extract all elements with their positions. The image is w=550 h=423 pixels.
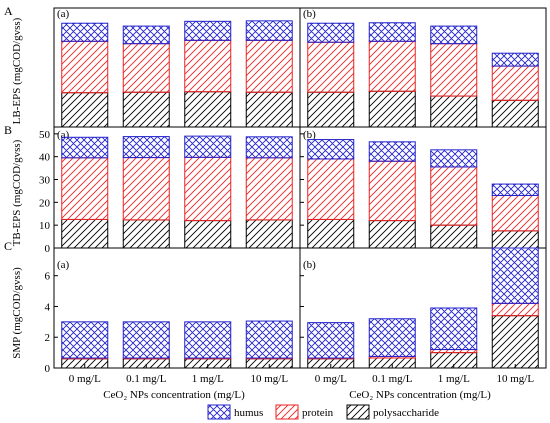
legend-swatch-polysaccharide — [346, 404, 370, 420]
bar-protein — [491, 302, 539, 317]
bar-humus — [491, 247, 539, 304]
bar-humus — [245, 20, 293, 41]
x-tick-label: 1 mg/L — [438, 373, 470, 385]
x-tick-label: 0 mg/L — [315, 373, 347, 385]
bar-humus — [61, 136, 109, 159]
bar-protein — [307, 158, 355, 220]
legend: humus protein polysaccharide — [207, 404, 439, 420]
bar-polysaccharide — [61, 218, 109, 249]
bar-humus — [184, 20, 232, 41]
x-tick-label: 10 mg/L — [250, 373, 288, 385]
panel-frame — [299, 247, 547, 369]
bar-humus — [184, 135, 232, 158]
bar-protein — [430, 166, 478, 226]
xlabel-right: CeO₂ NPs concentration (mg/L) — [349, 389, 491, 401]
bar-humus — [430, 149, 478, 168]
bar-humus — [491, 52, 539, 67]
ylabel-smp: SMP (mgCOD/gvss) — [11, 267, 23, 359]
y-tick-label: 2 — [45, 332, 51, 344]
bar-polysaccharide — [122, 91, 170, 128]
y-tick-label: 10 — [39, 220, 51, 232]
panel-label-a-left: (a) — [57, 8, 70, 20]
bar-protein — [245, 157, 293, 221]
bar-protein — [184, 39, 232, 93]
ylabel-tb-eps: TB-EPS (mgCOD/gvss) — [11, 139, 23, 246]
y-tick-label: 40 — [39, 152, 51, 164]
bar-humus — [245, 136, 293, 159]
bar-humus — [61, 321, 109, 359]
panel-label-c-left: (a) — [57, 259, 70, 271]
y-tick-label: 0 — [45, 243, 51, 255]
bar-polysaccharide — [491, 315, 539, 369]
bar-polysaccharide — [491, 99, 539, 128]
bar-humus — [491, 183, 539, 196]
bar-protein — [368, 160, 416, 222]
bar-polysaccharide — [368, 220, 416, 249]
x-tick-label: 0.1 mg/L — [372, 373, 413, 385]
bar-protein — [122, 43, 170, 93]
plot-area: 0 10 20 30 40 50 0 mg/L 0.1 mg/L 1 mg/L 10 mg/L 0 2… — [39, 7, 547, 385]
bar-polysaccharide — [430, 224, 478, 249]
bar-humus — [430, 307, 478, 351]
bar-polysaccharide — [307, 91, 355, 128]
bar-protein — [430, 43, 478, 97]
bar-humus — [122, 321, 170, 359]
bar-humus — [122, 136, 170, 159]
x-tick-label: 1 mg/L — [192, 373, 224, 385]
bar-protein — [184, 156, 232, 222]
x-tick-label: 10 mg/L — [496, 373, 534, 385]
bar-polysaccharide — [307, 218, 355, 249]
bar-humus — [368, 141, 416, 162]
bar-humus — [307, 22, 355, 43]
bar-polysaccharide — [368, 90, 416, 128]
bar-polysaccharide — [184, 220, 232, 249]
y-tick-label: 4 — [45, 301, 51, 313]
xlabel-left: CeO₂ NPs concentration (mg/L) — [103, 389, 245, 401]
bar-humus — [368, 318, 416, 357]
bar-protein — [122, 157, 170, 221]
bar-protein — [307, 41, 355, 93]
bar-humus — [307, 322, 355, 359]
legend-label-humus: humus — [234, 407, 263, 419]
x-tick-label: 0.1 mg/L — [126, 373, 167, 385]
legend-swatch-protein — [275, 404, 299, 420]
legend-label-polysaccharide: polysaccharide — [373, 407, 439, 419]
row-letter-c: C — [4, 239, 12, 253]
y-tick-label: 0 — [45, 363, 51, 375]
bar-humus — [61, 22, 109, 42]
bar-protein — [491, 194, 539, 232]
bar-protein — [491, 65, 539, 101]
legend-swatch-humus — [207, 404, 231, 420]
panel-label-a-right: (b) — [303, 8, 316, 20]
bar-protein — [61, 157, 109, 220]
panel-label-b-right: (b) — [303, 129, 316, 141]
legend-label-protein: protein — [302, 407, 334, 419]
bar-humus — [122, 25, 170, 45]
bar-polysaccharide — [491, 230, 539, 249]
bar-humus — [184, 321, 232, 359]
bar-humus — [430, 25, 478, 45]
bar-humus — [245, 320, 293, 359]
bar-protein — [368, 40, 416, 92]
bar-humus — [307, 139, 355, 160]
x-tick-label: 0 mg/L — [69, 373, 101, 385]
bar-polysaccharide — [61, 92, 109, 128]
bar-protein — [61, 40, 109, 94]
y-tick-label: 6 — [45, 271, 51, 283]
y-tick-label: 20 — [39, 197, 51, 209]
bar-polysaccharide — [245, 219, 293, 249]
row-letter-b: B — [4, 123, 12, 137]
bar-humus — [368, 22, 416, 42]
bar-polysaccharide — [430, 95, 478, 128]
panel-label-c-right: (b) — [303, 259, 316, 271]
ylabel-lb-eps: LB-EPS (mgCOD/gvss) — [11, 17, 23, 124]
y-tick-label: 50 — [39, 129, 51, 141]
bar-polysaccharide — [122, 219, 170, 249]
bar-polysaccharide — [245, 91, 293, 128]
bar-protein — [245, 39, 293, 93]
bar-polysaccharide — [184, 91, 232, 128]
y-tick-label: 30 — [39, 175, 51, 187]
row-letter-a: A — [4, 4, 13, 18]
